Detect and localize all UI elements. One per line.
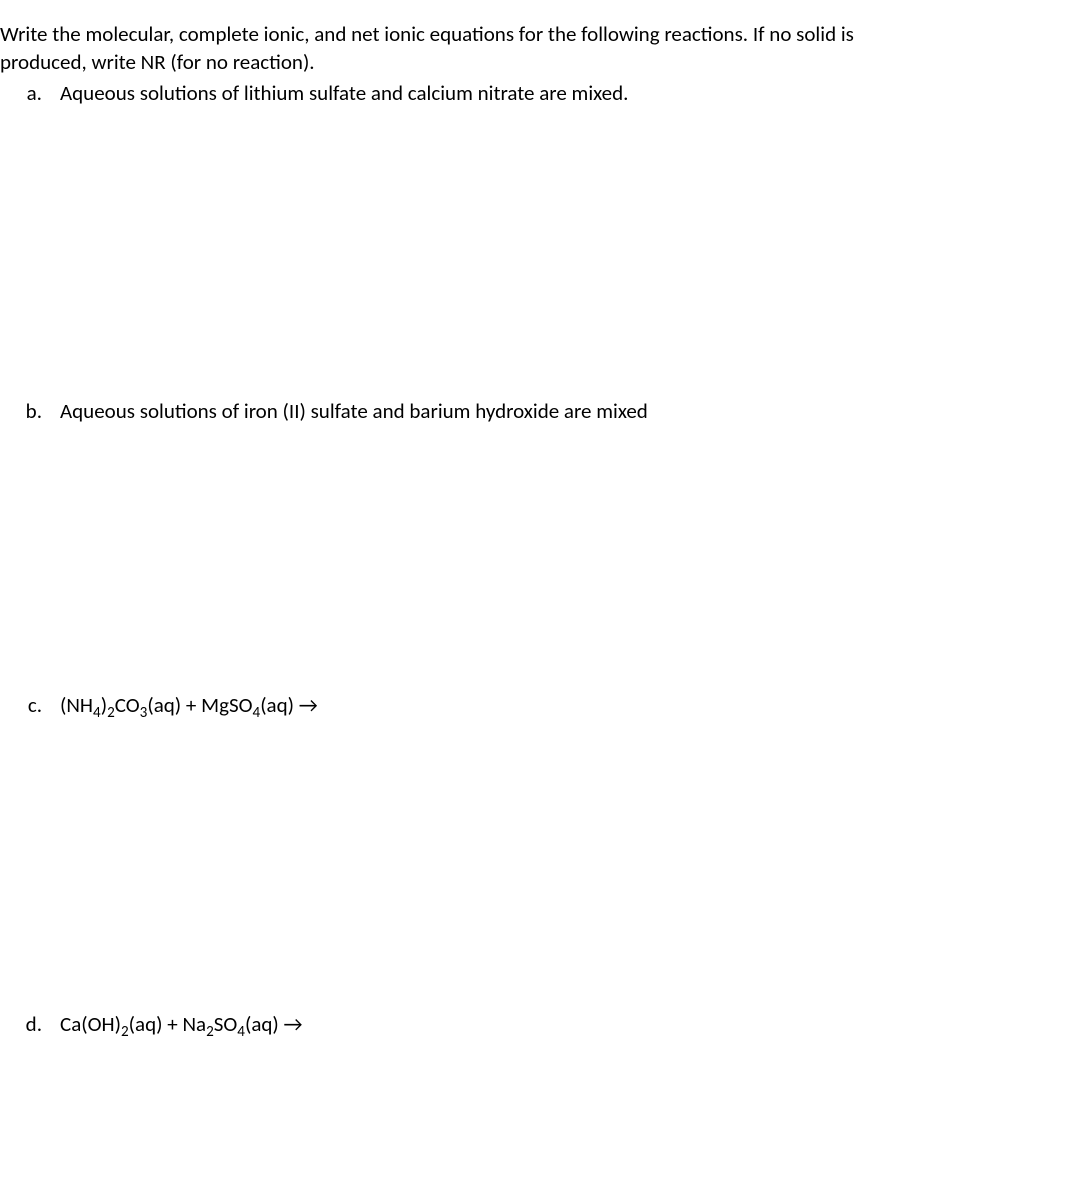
formula-c-part1: (NH: [60, 692, 93, 718]
item-letter-b: b.: [0, 397, 60, 425]
item-content-d: Ca(OH)2(aq) + Na2SO4(aq) →: [60, 1010, 1067, 1038]
list-item-a: a. Aqueous solutions of lithium sulfate …: [0, 79, 1067, 107]
formula-c-sub1: 4: [93, 705, 101, 723]
item-content-b: Aqueous solutions of iron (II) sulfate a…: [60, 397, 1067, 425]
formula-d-sub3: 4: [237, 1023, 245, 1041]
list-item-c: c. (NH4)2CO3(aq) + MgSO4(aq) →: [0, 691, 1067, 719]
formula-d-part2: (aq) + Na: [129, 1011, 206, 1037]
formula-d-part1: Ca(OH): [60, 1011, 121, 1037]
formula-d-sub1: 2: [121, 1023, 129, 1041]
intro-line-1: Write the molecular, complete ionic, and…: [0, 20, 854, 48]
formula-d-sub2: 2: [206, 1023, 214, 1041]
problem-list: a. Aqueous solutions of lithium sulfate …: [0, 79, 1067, 1038]
list-item-b: b. Aqueous solutions of iron (II) sulfat…: [0, 397, 1067, 425]
item-letter-a: a.: [0, 79, 60, 107]
item-content-c: (NH4)2CO3(aq) + MgSO4(aq) →: [60, 691, 1067, 719]
list-item-d: d. Ca(OH)2(aq) + Na2SO4(aq) →: [0, 1010, 1067, 1038]
item-content-a: Aqueous solutions of lithium sulfate and…: [60, 79, 1067, 107]
formula-c-sub2: 2: [107, 705, 115, 723]
instruction-text: Write the molecular, complete ionic, and…: [0, 20, 1067, 77]
formula-c-part4: (aq) + MgSO: [147, 692, 252, 718]
formula-c-part3: CO: [115, 692, 140, 718]
item-letter-c: c.: [0, 691, 60, 719]
formula-d-part3: SO: [214, 1011, 238, 1037]
intro-line-2: produced, write NR (for no reaction).: [0, 49, 315, 75]
formula-c-part5: (aq) →: [260, 692, 318, 718]
item-letter-d: d.: [0, 1010, 60, 1038]
formula-d-part4: (aq) →: [245, 1011, 303, 1037]
